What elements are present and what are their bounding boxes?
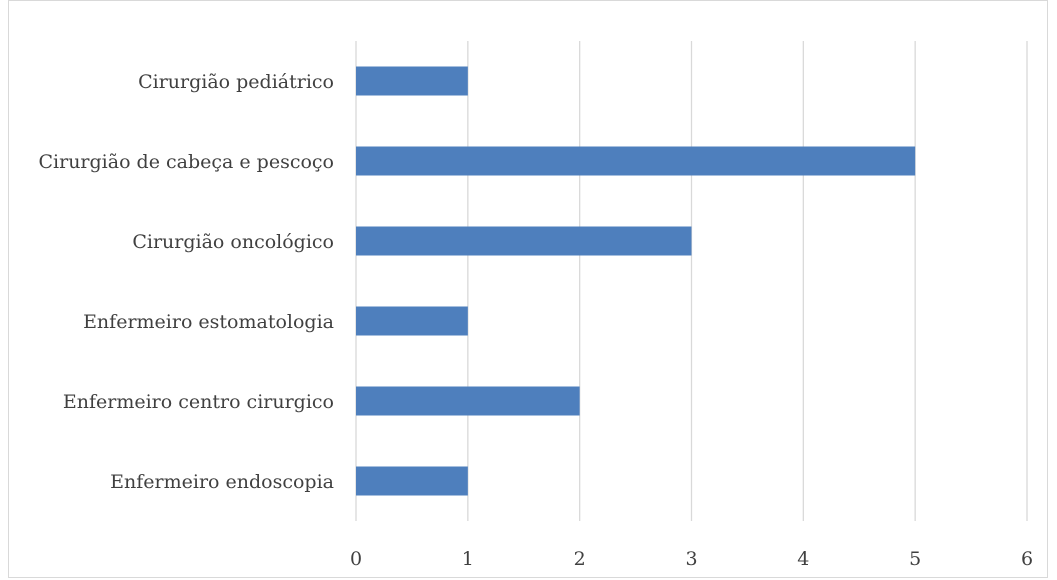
bar (356, 466, 468, 496)
category-label: Enfermeiro centro cirurgico (63, 391, 334, 413)
bar (356, 386, 580, 416)
bar (356, 146, 916, 176)
category-label: Enfermeiro endoscopia (110, 471, 334, 493)
category-labels: Cirurgião pediátrico Cirurgião de cabeça … (39, 71, 335, 493)
chart-frame: Cirurgião pediátrico Cirurgião de cabeça … (8, 0, 1048, 578)
category-label: Cirurgião de cabeça e pescoço (39, 151, 335, 173)
x-tick-label: 5 (909, 548, 921, 570)
bar (356, 226, 692, 256)
x-tick-label: 4 (797, 548, 809, 570)
x-tick-label: 3 (685, 548, 697, 570)
x-tick-label: 2 (574, 548, 586, 570)
category-label: Enfermeiro estomatologia (83, 311, 334, 333)
x-tick-label: 6 (1021, 548, 1033, 570)
bar (356, 66, 468, 96)
bar-chart: Cirurgião pediátrico Cirurgião de cabeça … (39, 41, 1033, 570)
bar (356, 306, 468, 336)
x-tick-label: 0 (350, 548, 362, 570)
category-label: Cirurgião pediátrico (138, 71, 334, 93)
category-label: Cirurgião oncológico (132, 231, 334, 253)
x-tick-labels: 0 1 2 3 4 5 6 (350, 548, 1033, 570)
bars (356, 66, 916, 496)
gridlines (355, 41, 1028, 521)
x-tick-label: 1 (462, 548, 474, 570)
